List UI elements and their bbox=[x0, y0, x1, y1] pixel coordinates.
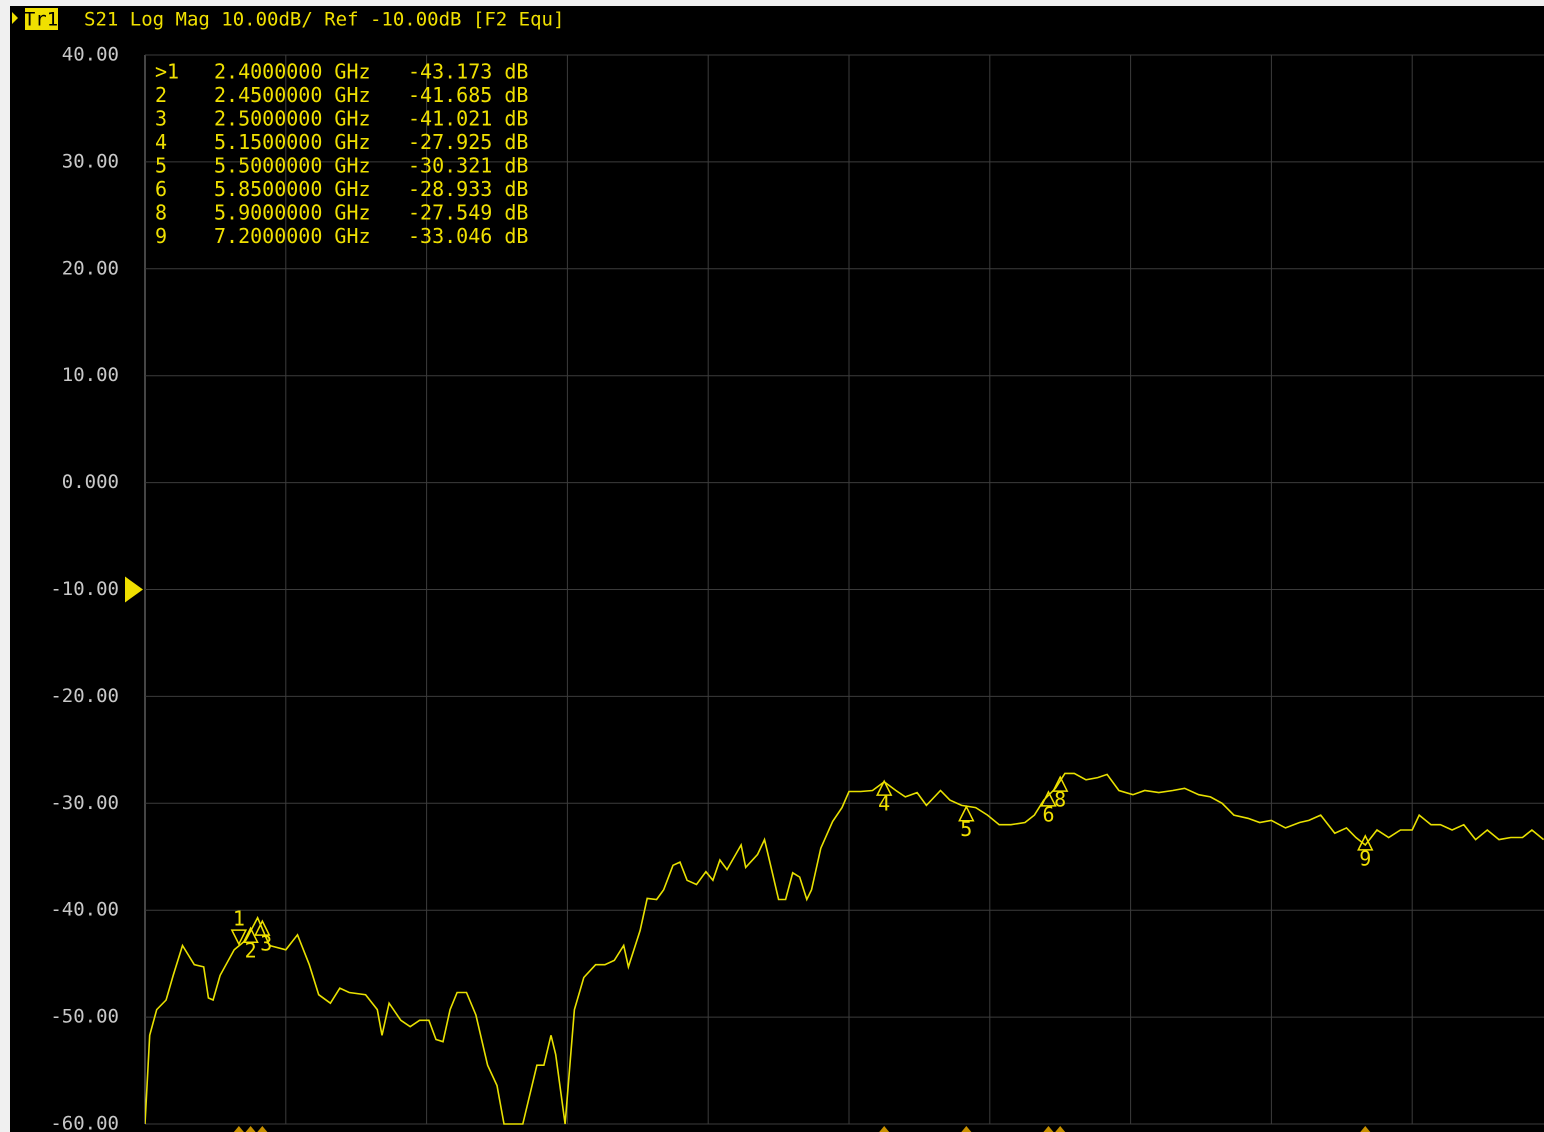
marker-edge-indicator bbox=[233, 1126, 244, 1132]
trace-title: S21 Log Mag 10.00dB/ Ref -10.00dB [F2 Eq… bbox=[84, 9, 564, 31]
marker-tag: 6 bbox=[1042, 802, 1054, 826]
marker-table-freq: 2.4500000 GHz bbox=[214, 83, 371, 107]
y-tick-label: -40.00 bbox=[50, 899, 119, 921]
top-edge bbox=[0, 0, 1544, 6]
marker-tag: 9 bbox=[1359, 846, 1371, 870]
marker-triangle bbox=[1357, 834, 1374, 851]
y-tick-label: 40.00 bbox=[62, 44, 119, 66]
marker-table-name: 6 bbox=[155, 177, 167, 201]
trace-name: Tr1 bbox=[24, 9, 58, 31]
marker-edge-indicator bbox=[879, 1126, 890, 1132]
marker-edge-indicator bbox=[1360, 1126, 1371, 1132]
y-tick-label: 10.00 bbox=[62, 364, 119, 386]
marker-table-name: 9 bbox=[155, 224, 167, 248]
marker-edge-indicator bbox=[1043, 1126, 1054, 1132]
left-edge bbox=[0, 0, 10, 1132]
marker-triangle bbox=[1040, 790, 1057, 807]
marker-table-freq: 5.9000000 GHz bbox=[214, 201, 371, 225]
marker-table-value: -41.685 dB bbox=[408, 83, 528, 107]
y-tick-label: -30.00 bbox=[50, 792, 119, 814]
marker-table-value: -28.933 dB bbox=[408, 177, 528, 201]
marker-table-value: -43.173 dB bbox=[408, 60, 528, 84]
marker-table-freq: 2.5000000 GHz bbox=[214, 107, 371, 131]
marker-tag: 2 bbox=[245, 939, 257, 963]
marker-table-name: 5 bbox=[155, 154, 167, 178]
marker-table-name: 2 bbox=[155, 83, 167, 107]
y-tick-label: 20.00 bbox=[62, 257, 119, 279]
marker-table-freq: 5.8500000 GHz bbox=[214, 177, 371, 201]
active-trace-pointer bbox=[12, 12, 18, 24]
marker-tag: 5 bbox=[960, 817, 972, 841]
marker-table-value: -27.925 dB bbox=[408, 130, 528, 154]
marker-table-name: >1 bbox=[155, 60, 179, 84]
marker-triangle bbox=[875, 779, 893, 796]
marker-edge-indicator bbox=[257, 1126, 268, 1132]
marker-table-value: -30.321 dB bbox=[408, 154, 528, 178]
y-tick-label: -50.00 bbox=[50, 1006, 119, 1028]
marker-triangle bbox=[230, 929, 248, 946]
y-tick-label: -60.00 bbox=[50, 1113, 119, 1132]
marker-table-freq: 7.2000000 GHz bbox=[214, 224, 371, 248]
marker-triangle bbox=[242, 926, 259, 943]
reference-arrow bbox=[125, 576, 143, 603]
marker-table-value: -41.021 dB bbox=[408, 107, 528, 131]
marker-tag: 4 bbox=[878, 792, 890, 816]
marker-table-value: -33.046 dB bbox=[408, 224, 528, 248]
trace-line bbox=[145, 772, 1544, 1125]
marker-tag: 1 bbox=[233, 907, 245, 931]
marker-table-value: -27.549 dB bbox=[408, 201, 528, 225]
marker-edge-indicator bbox=[245, 1126, 256, 1132]
marker-triangle bbox=[958, 805, 975, 822]
y-tick-label: 0.000 bbox=[62, 471, 119, 493]
marker-triangle bbox=[254, 919, 271, 936]
marker-tag: 3 bbox=[260, 932, 272, 956]
y-tick-label: -20.00 bbox=[50, 685, 119, 707]
marker-table-freq: 2.4000000 GHz bbox=[214, 60, 371, 84]
marker-table-name: 4 bbox=[155, 130, 167, 154]
trace-badge bbox=[25, 8, 58, 30]
marker-tag: 8 bbox=[1054, 788, 1066, 812]
y-tick-label: -10.00 bbox=[50, 578, 119, 600]
marker-table-name: 8 bbox=[155, 201, 167, 225]
marker-table-freq: 5.1500000 GHz bbox=[214, 130, 371, 154]
marker-edge-indicator bbox=[961, 1126, 972, 1132]
marker-table-freq: 5.5000000 GHz bbox=[214, 154, 371, 178]
marker-triangle bbox=[1051, 775, 1069, 792]
y-tick-label: 30.00 bbox=[62, 150, 119, 172]
marker-table-name: 3 bbox=[155, 107, 167, 131]
marker-edge-indicator bbox=[1055, 1126, 1066, 1132]
